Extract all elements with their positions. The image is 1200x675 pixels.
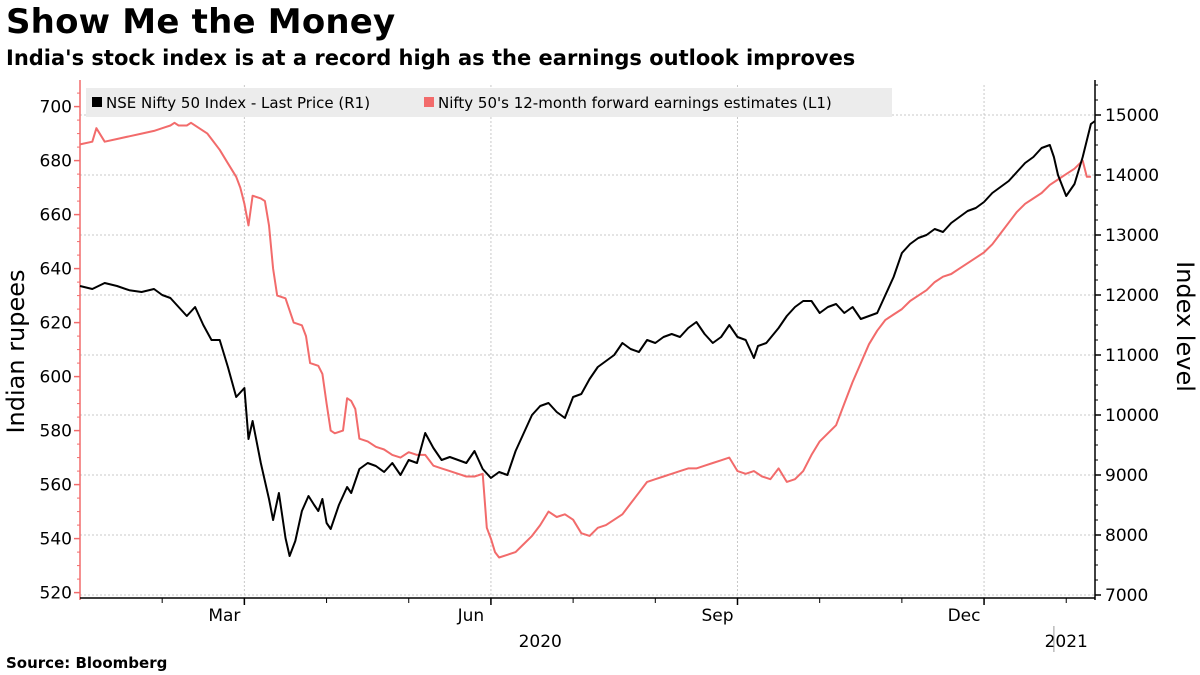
right-tick-label: 13000 (1105, 226, 1159, 246)
legend-swatch-nifty (92, 97, 102, 107)
nifty-index-line (79, 120, 1096, 557)
legend-label-earnings: Nifty 50's 12-month forward earnings est… (438, 94, 832, 112)
right-tick-label: 15000 (1105, 106, 1159, 126)
source-note: Source: Bloomberg (6, 654, 168, 672)
earnings-estimate-line (79, 121, 1091, 559)
right-tick-label: 9000 (1105, 466, 1148, 486)
legend-box (86, 88, 892, 117)
x-year-label: 2021 (1045, 632, 1088, 652)
left-tick-label: 620 (40, 314, 72, 334)
right-tick-label: 12000 (1105, 286, 1159, 306)
chart-subtitle: India's stock index is at a record high … (6, 46, 856, 70)
legend-label-nifty: NSE Nifty 50 Index - Last Price (R1) (106, 94, 370, 112)
left-tick-label: 580 (40, 422, 72, 442)
left-tick-label: 660 (40, 206, 72, 226)
left-tick-label: 700 (40, 98, 72, 118)
right-tick-label: 11000 (1105, 346, 1159, 366)
right-tick-label: 14000 (1105, 166, 1159, 186)
left-tick-label: 560 (40, 476, 72, 496)
right-tick-label: 7000 (1105, 586, 1148, 606)
right-tick-label: 10000 (1105, 406, 1159, 426)
x-tick-label: Sep (701, 606, 733, 626)
left-tick-label: 640 (40, 260, 72, 280)
x-year-label: 2020 (519, 632, 562, 652)
left-tick-label: 680 (40, 152, 72, 172)
left-tick-label: 520 (40, 584, 72, 604)
legend-swatch-earnings (424, 97, 434, 107)
chart-title: Show Me the Money (6, 2, 396, 42)
right-axis-title: Index level (1171, 261, 1199, 392)
x-tick-label: Mar (208, 606, 240, 626)
right-tick-label: 8000 (1105, 526, 1148, 546)
x-tick-label: Jun (457, 606, 485, 626)
x-tick-label: Dec (948, 606, 981, 626)
left-axis-title: Indian rupees (2, 269, 30, 433)
left-tick-label: 540 (40, 530, 72, 550)
left-tick-label: 600 (40, 368, 72, 388)
